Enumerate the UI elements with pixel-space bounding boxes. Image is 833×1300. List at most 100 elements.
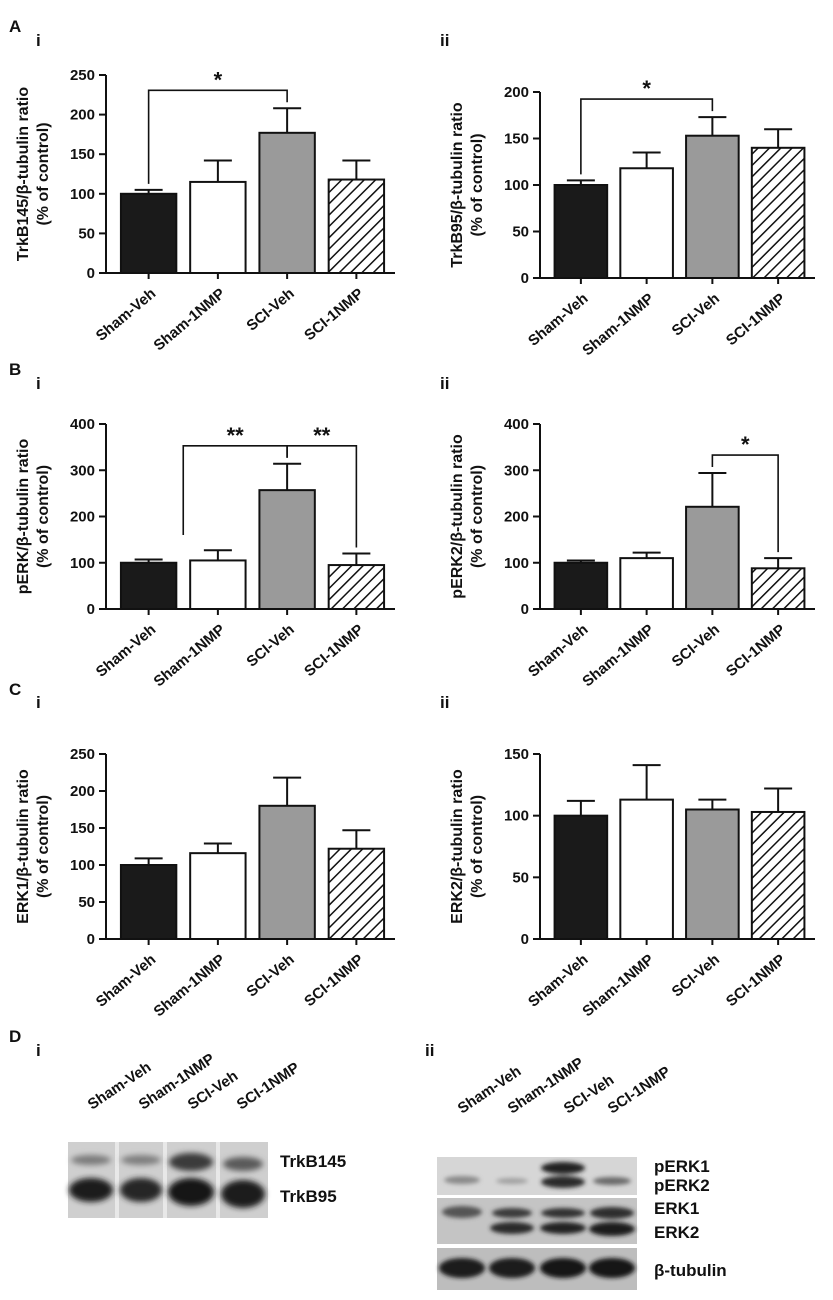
bar [327, 847, 386, 940]
y-tick-label: 0 [87, 601, 95, 618]
y-tick-label: 0 [87, 931, 95, 948]
y-tick-label: 100 [70, 857, 95, 874]
y-tick-label: 200 [70, 783, 95, 800]
y-axis-label: ERK1/β-tubulin ratio [15, 769, 32, 924]
significance-bracket [711, 454, 779, 553]
chart-B-ii: 0 100 200 300 400 pERK2/β-tubulin ratio (% of … [449, 416, 815, 690]
y-axis-label: (% of control) [35, 122, 52, 225]
x-category-label: SCI-1NMP [301, 285, 367, 344]
blot-image-trkb [68, 1142, 268, 1218]
y-tick-label: 0 [87, 265, 95, 282]
y-axis-label: pERK2/β-tubulin ratio [449, 434, 466, 599]
panel-label-A: A [9, 17, 21, 36]
x-category-label: Sham-Veh [525, 951, 591, 1011]
x-category-label: Sham-1NMP [579, 621, 657, 690]
y-tick-label: 200 [70, 509, 95, 526]
chart-A-ii: 0 50 100 150 200 TrkB95/β-tubulin ratio (% of … [449, 76, 815, 359]
band-label-beta-tubulin: β-tubulin [654, 1261, 727, 1280]
panel-label-Cii: ii [440, 693, 449, 712]
y-tick-label: 200 [70, 107, 95, 124]
y-tick-label: 300 [70, 462, 95, 479]
significance-marker: * [642, 76, 651, 101]
blot-image-perk [437, 1157, 637, 1195]
y-axis-label: TrkB145/β-tubulin ratio [15, 87, 32, 261]
band-label-perk2: pERK2 [654, 1176, 710, 1195]
y-tick-label: 150 [70, 146, 95, 163]
y-axis-label: (% of control) [469, 465, 486, 568]
chart-C-i: 0 50 100 150 200 250 ERK1/β-tubulin ratio (% of… [15, 746, 395, 1020]
panel-label-Di: i [36, 1041, 41, 1060]
bar [189, 180, 247, 274]
bar [258, 131, 316, 274]
y-tick-label: 100 [504, 808, 529, 825]
x-category-label: SCI-Veh [669, 621, 723, 670]
y-axis-label: ERK2/β-tubulin ratio [449, 769, 466, 924]
y-axis-label: (% of control) [469, 795, 486, 898]
y-axis-label: TrkB95/β-tubulin ratio [449, 102, 466, 268]
y-tick-label: 50 [512, 869, 529, 886]
chart-C-ii: 0 50 100 150 ERK2/β-tubulin ratio (% of contr… [449, 746, 815, 1020]
panel-label-Bi: i [36, 374, 41, 393]
blot-image-tubulin [437, 1248, 637, 1290]
significance-marker: * [741, 432, 750, 457]
x-category-label: SCI-Veh [243, 621, 297, 670]
y-tick-label: 100 [70, 555, 95, 572]
y-tick-label: 200 [504, 84, 529, 101]
bar [619, 557, 674, 610]
blot-lane-label: SCI-1NMP [234, 1059, 303, 1113]
bar [619, 798, 674, 941]
x-category-label: SCI-1NMP [723, 621, 789, 680]
bar [685, 505, 740, 611]
y-tick-label: 150 [70, 820, 95, 837]
blot-image-erk [437, 1198, 637, 1244]
significance-marker: * [214, 67, 223, 92]
x-category-label: Sham-1NMP [579, 290, 657, 359]
x-category-label: Sham-Veh [525, 290, 591, 350]
x-category-label: Sham-1NMP [150, 285, 228, 354]
y-tick-label: 150 [504, 131, 529, 148]
significance-bracket [147, 89, 288, 184]
significance-marker: ** [313, 423, 331, 448]
y-tick-label: 100 [70, 186, 95, 203]
chart-B-i: 0 100 200 300 400 pERK/β-tubulin ratio (% of c… [15, 416, 395, 690]
bar [258, 489, 316, 611]
y-tick-label: 250 [70, 67, 95, 84]
x-category-label: SCI-1NMP [301, 951, 367, 1010]
bar [553, 561, 609, 610]
y-tick-label: 400 [504, 416, 529, 433]
significance-bracket [580, 98, 714, 175]
x-category-label: Sham-Veh [93, 285, 159, 345]
bar [327, 178, 386, 275]
bar [750, 146, 806, 279]
panel-label-D: D [9, 1027, 21, 1046]
y-tick-label: 400 [70, 416, 95, 433]
x-category-label: SCI-Veh [669, 290, 723, 339]
band-label-perk1: pERK1 [654, 1157, 710, 1176]
y-tick-label: 0 [521, 931, 529, 948]
y-tick-label: 0 [521, 270, 529, 287]
western-blot-D-ii: Sham-Veh Sham-1NMP SCI-Veh SCI-1NMP [437, 1054, 727, 1290]
bar [327, 564, 386, 610]
western-blot-D-i: Sham-Veh Sham-1NMP SCI-Veh SCI-1NMP TrkB… [68, 1050, 346, 1218]
y-axis-label: (% of control) [35, 465, 52, 568]
chart-A-i: 0 50 100 150 200 250 TrkB145/β-tubulin ratio (%… [15, 67, 395, 354]
bar [258, 804, 316, 940]
y-tick-label: 300 [504, 462, 529, 479]
blot-lane-label: SCI-1NMP [605, 1063, 674, 1117]
x-category-label: SCI-Veh [243, 951, 297, 1000]
panel-label-Bii: ii [440, 374, 449, 393]
panel-label-Ai: i [36, 31, 41, 50]
bar [553, 814, 609, 941]
y-tick-label: 100 [504, 177, 529, 194]
y-tick-label: 250 [70, 746, 95, 763]
y-axis-label: (% of control) [35, 795, 52, 898]
panel-label-Aii: ii [440, 31, 449, 50]
x-category-label: Sham-Veh [525, 621, 591, 681]
bar [189, 559, 247, 610]
panel-label-Ci: i [36, 693, 41, 712]
y-tick-label: 50 [78, 894, 95, 911]
panel-label-C: C [9, 680, 21, 699]
significance-marker: ** [227, 423, 245, 448]
y-tick-label: 150 [504, 746, 529, 763]
bar [119, 561, 178, 610]
